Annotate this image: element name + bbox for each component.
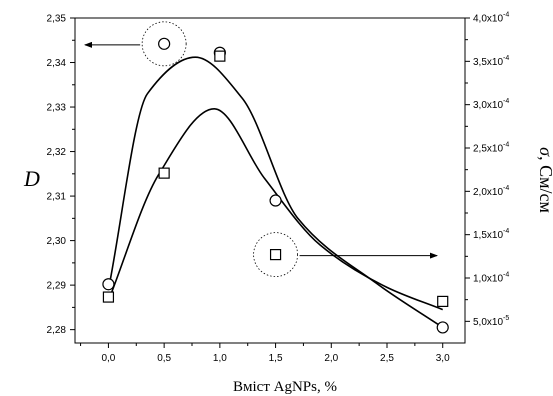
- y-right-tick-label: 4,0x10-4: [473, 12, 509, 25]
- y-left-tick-label: 2,33: [47, 103, 67, 114]
- x-axis-title: Вміст AgNPs, %: [233, 379, 337, 395]
- y-right-ticks: 5,0x10-5 1,0x10-4 1,5x10-4 2,0x10-4 2,5x10-4…: [465, 12, 509, 328]
- y-left-tick-label: 2,30: [47, 236, 67, 247]
- data-point-circle: [158, 37, 171, 50]
- y-right-tick-label: 1,5x10-4: [473, 228, 509, 241]
- y-right-tick-label: 3,5x10-4: [473, 55, 509, 68]
- y-right-tick-label: 5,0x10-5: [473, 315, 509, 328]
- x-tick-label: 0,5: [157, 353, 171, 364]
- y-left-tick-label: 2,28: [47, 325, 67, 336]
- y-right-tick-label: 2,0x10-4: [473, 185, 509, 198]
- square-indicator-ring: [253, 232, 298, 278]
- y-left-tick-label: 2,32: [47, 147, 67, 158]
- x-tick-label: 1,0: [213, 353, 227, 364]
- y-left-tick-label: 2,29: [47, 281, 67, 292]
- data-point-square: [269, 249, 282, 261]
- y-right-tick-label: 3,0x10-4: [473, 98, 509, 111]
- data-point-square: [102, 291, 115, 303]
- circle-indicator-ring: [141, 21, 187, 67]
- data-point-square: [437, 295, 449, 307]
- data-point-square: [158, 167, 170, 179]
- y-right-tick-label: 1,0x10-4: [473, 272, 509, 285]
- data-point-circle: [269, 194, 282, 207]
- fit-curves: [107, 56, 444, 329]
- y-left-tick-label: 2,35: [47, 14, 67, 25]
- data-point-square: [214, 50, 226, 62]
- fit-curve-squares: [107, 108, 444, 311]
- plot-frame: [74, 17, 466, 344]
- y-left-tick-label: 2,34: [47, 58, 67, 69]
- x-tick-label: 2,0: [324, 353, 338, 364]
- x-tick-label: 2,5: [380, 353, 394, 364]
- data-point-circle: [436, 321, 449, 334]
- y-left-axis-title: D: [23, 166, 40, 191]
- y-left-tick-label: 2,31: [47, 192, 67, 203]
- x-tick-label: 1,5: [269, 353, 283, 364]
- y-right-tick-label: 2,5x10-4: [473, 142, 509, 155]
- x-tick-label: 0,0: [101, 353, 115, 364]
- y-left-ticks: 2,28 2,29 2,30 2,31 2,32 2,33 2,34 2,35: [47, 14, 75, 336]
- y-right-axis-title: σ, См/см: [536, 147, 553, 213]
- axis-indicators: [84, 21, 438, 278]
- data-markers: [102, 37, 449, 334]
- x-ticks: 0,0 0,5 1,0 1,5 2,0 2,5 3,0: [80, 343, 450, 364]
- x-tick-label: 3,0: [436, 353, 450, 364]
- data-point-circle: [102, 278, 115, 291]
